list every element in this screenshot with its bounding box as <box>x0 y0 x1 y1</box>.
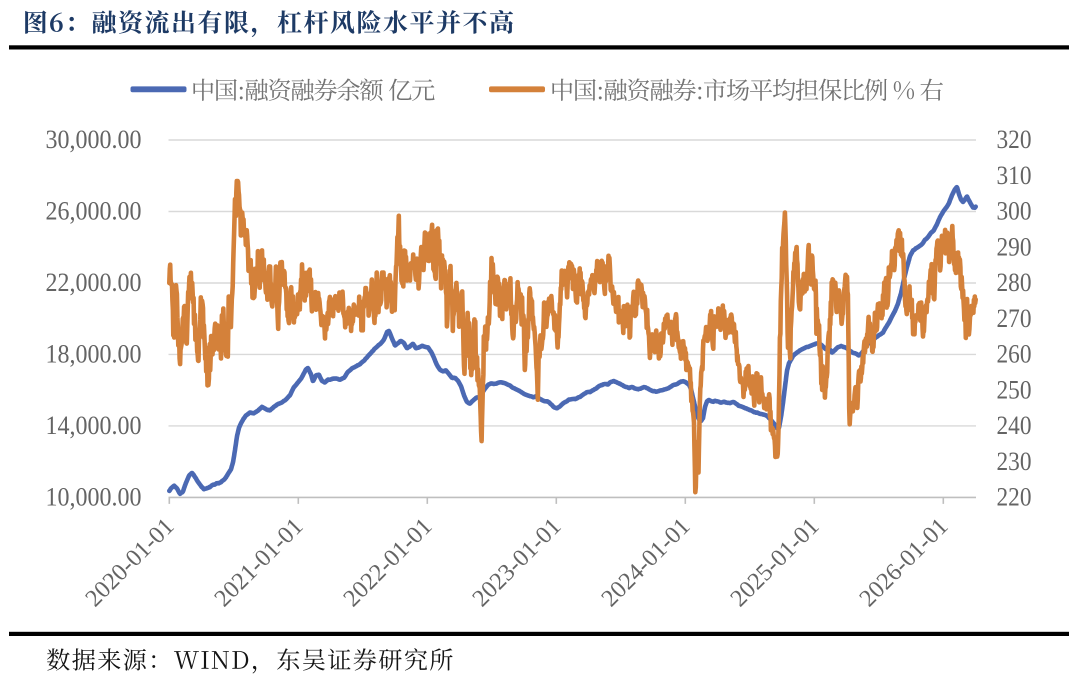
svg-text:30,000.00: 30,000.00 <box>46 125 142 154</box>
svg-text:250: 250 <box>997 374 1032 404</box>
svg-text:220: 220 <box>997 482 1032 512</box>
svg-text:290: 290 <box>997 231 1032 261</box>
svg-text:310: 310 <box>997 160 1032 190</box>
svg-text:320: 320 <box>997 124 1032 154</box>
svg-text:22,000.00: 22,000.00 <box>46 268 142 297</box>
svg-text:300: 300 <box>997 196 1032 226</box>
svg-text:14,000.00: 14,000.00 <box>46 411 142 440</box>
svg-text:260: 260 <box>997 339 1032 369</box>
svg-text:280: 280 <box>997 267 1032 297</box>
svg-text:18,000.00: 18,000.00 <box>46 339 142 368</box>
svg-text:270: 270 <box>997 303 1032 333</box>
svg-text:240: 240 <box>997 410 1032 440</box>
svg-text:26,000.00: 26,000.00 <box>46 197 142 226</box>
svg-text:230: 230 <box>997 446 1032 476</box>
svg-text:10,000.00: 10,000.00 <box>46 482 142 511</box>
